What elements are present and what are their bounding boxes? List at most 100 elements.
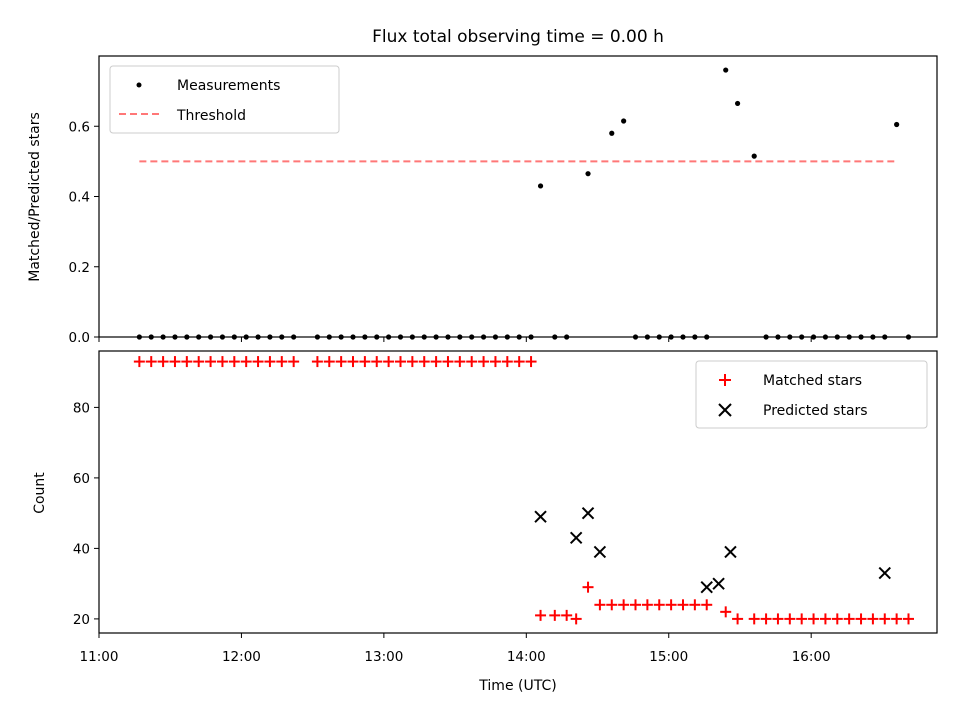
measurement-point <box>409 334 415 340</box>
bottom-y-axis: 20 40 60 80 <box>73 400 99 628</box>
matched-star-point <box>193 356 205 368</box>
measurement-point <box>338 334 344 340</box>
bottom-y-tick-label: 60 <box>73 471 90 487</box>
matched-star-point <box>582 581 594 593</box>
matched-star-point <box>903 613 915 625</box>
measurement-point <box>172 334 178 340</box>
matched-star-point <box>760 613 772 625</box>
matched-star-point <box>157 356 169 368</box>
measurement-point <box>267 334 273 340</box>
matched-star-point <box>879 613 891 625</box>
matched-stars-series <box>133 356 915 625</box>
bottom-axes-frame <box>98 350 938 634</box>
matched-star-point <box>570 613 582 625</box>
bottom-y-axis-label: Count <box>32 472 48 514</box>
matched-star-point <box>383 356 395 368</box>
matched-star-point <box>466 356 478 368</box>
measurement-point <box>457 334 463 340</box>
matched-star-point <box>819 613 831 625</box>
matched-star-point <box>430 356 442 368</box>
measurement-point <box>585 171 591 177</box>
top-y-tick-label: 0.2 <box>69 260 90 276</box>
measurement-point <box>350 334 356 340</box>
matched-star-point <box>418 356 430 368</box>
measurement-point <box>184 334 190 340</box>
measurement-point <box>386 334 392 340</box>
measurement-point <box>433 334 439 340</box>
matched-star-point <box>216 356 228 368</box>
measurement-point <box>374 334 380 340</box>
bottom-x-tick-label: 15:00 <box>649 649 688 665</box>
bottom-y-tick-label: 20 <box>73 612 90 628</box>
matched-star-point <box>808 613 820 625</box>
measurement-point <box>148 334 154 340</box>
matched-star-point <box>784 613 796 625</box>
legend-measurements-label: Measurements <box>177 78 280 94</box>
legend-predicted-label: Predicted stars <box>763 403 868 419</box>
matched-star-point <box>594 599 606 611</box>
measurement-point <box>291 334 297 340</box>
legend-threshold-label: Threshold <box>176 108 246 124</box>
measurement-point <box>621 118 627 124</box>
legend-matched-marker <box>719 374 731 386</box>
top-legend-frame <box>109 65 340 134</box>
measurement-point <box>231 334 237 340</box>
matched-star-point <box>276 356 288 368</box>
matched-star-point <box>454 356 466 368</box>
measurement-point <box>799 334 805 340</box>
legend-matched-label: Matched stars <box>763 373 862 389</box>
measurement-point <box>552 334 558 340</box>
matched-star-point <box>701 599 713 611</box>
measurement-point <box>243 334 249 340</box>
measurement-point <box>504 334 510 340</box>
top-y-axis-label: Matched/Predicted stars <box>27 112 43 282</box>
matched-star-point <box>489 356 501 368</box>
measurement-point <box>734 100 741 107</box>
measurement-point <box>516 334 522 340</box>
predicted-star-point <box>712 577 725 590</box>
measurement-point <box>397 334 404 340</box>
matched-star-point <box>359 356 371 368</box>
top-y-tick-label: 0.6 <box>69 119 90 135</box>
legend-measurements-marker <box>136 82 142 88</box>
matched-star-point <box>677 599 689 611</box>
matched-star-point <box>630 599 642 611</box>
measurement-point <box>564 334 570 340</box>
matched-star-point <box>288 356 300 368</box>
measurements-series <box>136 67 912 340</box>
measurement-point <box>882 334 888 340</box>
bottom-legend: Matched stars Predicted stars <box>695 360 928 429</box>
matched-star-point <box>732 613 744 625</box>
measurement-point <box>680 334 686 340</box>
measurement-point <box>492 334 499 340</box>
measurement-point <box>362 334 368 340</box>
matched-star-point <box>665 599 677 611</box>
measurement-point <box>858 334 864 340</box>
bottom-x-axis-label: Time (UTC) <box>478 678 556 694</box>
measurement-point <box>160 334 166 340</box>
matched-star-point <box>371 356 383 368</box>
predicted-star-point <box>700 580 713 594</box>
predicted-star-point <box>878 566 891 580</box>
measurement-point <box>822 334 829 340</box>
top-y-tick-label: 0.0 <box>69 330 90 346</box>
measurement-point <box>207 334 214 340</box>
predicted-star-point <box>534 510 547 523</box>
measurement-point <box>846 334 852 340</box>
matched-star-point <box>347 356 359 368</box>
matched-star-point <box>406 356 418 368</box>
bottom-legend-frame <box>695 360 928 429</box>
measurement-point <box>894 121 900 128</box>
measurement-point <box>810 334 817 340</box>
matched-star-point <box>513 356 525 368</box>
top-y-tick-label: 0.4 <box>69 190 90 206</box>
matched-star-point <box>181 356 193 368</box>
bottom-y-tick-label: 80 <box>73 400 90 416</box>
measurement-point <box>528 334 534 340</box>
top-legend: Measurements Threshold <box>109 65 340 134</box>
matched-star-point <box>618 599 630 611</box>
measurement-point <box>632 334 639 340</box>
matched-star-point <box>264 356 276 368</box>
measurement-point <box>219 334 226 340</box>
